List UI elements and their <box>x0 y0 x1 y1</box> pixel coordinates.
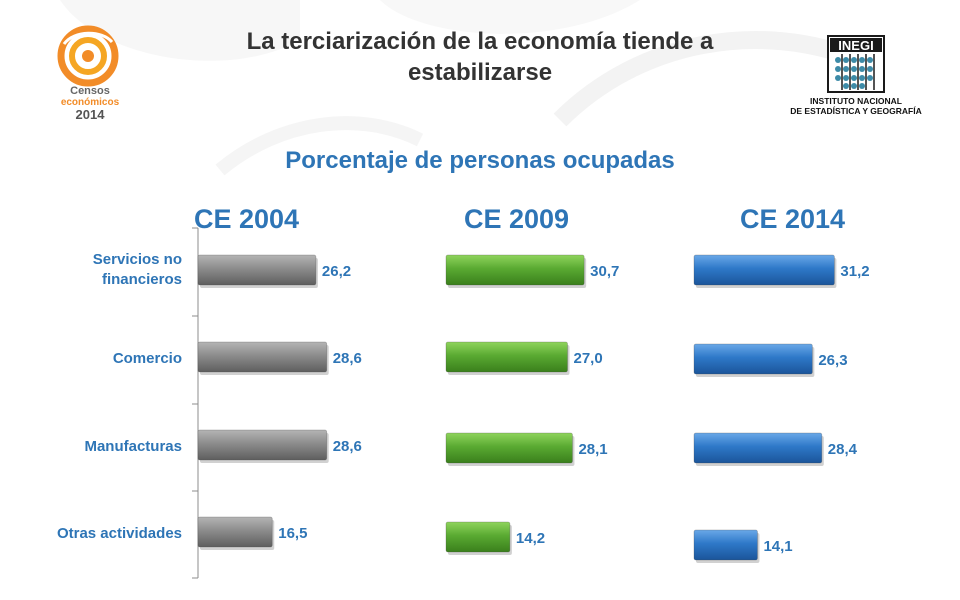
page-title: La terciarización de la economía tiende … <box>200 26 760 88</box>
category-label-servicios: Servicios no financieros <box>93 250 182 290</box>
logo-text-line1: Censos <box>70 85 110 97</box>
bar-ce2009-1 <box>445 341 568 373</box>
chart-title: Porcentaje de personas ocupadas <box>285 147 675 174</box>
category-label-comercio: Comercio <box>112 350 182 367</box>
data-label: 26,2 <box>322 263 351 280</box>
bar-ce2014-3 <box>693 529 758 561</box>
inegi-name-line1: INSTITUTO NACIONAL <box>810 96 902 106</box>
data-label: 28,1 <box>578 441 607 458</box>
data-label: 14,2 <box>516 530 545 547</box>
swirl-logo-icon <box>57 25 119 87</box>
data-label: 28,6 <box>333 350 362 367</box>
bar-ce2009-0 <box>445 254 585 286</box>
data-label: 28,4 <box>828 441 858 458</box>
category-label-otras: Otras actividades <box>56 525 182 542</box>
bar-ce2004-1 <box>197 341 328 373</box>
panel-title-ce2009: CE 2009 <box>464 204 570 234</box>
panel-title-ce2014: CE 2014 <box>740 204 846 234</box>
bar-ce2004-2 <box>197 429 328 461</box>
bar-ce2014-1 <box>693 343 813 375</box>
bar-ce2004-0 <box>197 254 317 286</box>
data-label: 31,2 <box>840 263 869 280</box>
bar-ce2009-3 <box>445 521 511 553</box>
inegi-acronym: INEGI <box>838 38 873 53</box>
logo-text-line2: económicos <box>60 97 120 108</box>
data-label: 28,6 <box>333 438 362 455</box>
page-title-line2: estabilizarse <box>407 59 553 86</box>
data-label: 27,0 <box>574 350 603 367</box>
category-label-manufacturas: Manufacturas <box>84 438 182 455</box>
inegi-emblem-icon: INEGI <box>827 35 885 93</box>
data-label: 26,3 <box>818 352 847 369</box>
data-label: 30,7 <box>590 263 619 280</box>
data-label: 14,1 <box>763 538 792 555</box>
panel-title-ce2004: CE 2004 <box>194 204 300 234</box>
data-label: 16,5 <box>278 525 307 542</box>
page-title-line1: La terciarización de la economía tiende … <box>246 28 714 55</box>
bar-ce2009-2 <box>445 432 573 464</box>
category-label-servicios-line1: Servicios no <box>92 251 182 268</box>
inegi-name-line2: DE ESTADÍSTICA Y GEOGRAFÍA <box>790 106 922 116</box>
bar-ce2004-3 <box>197 516 273 548</box>
inegi-logo: INEGI INSTITUTO NACIONAL DE ESTADÍSTICA … <box>786 32 926 120</box>
bar-ce2014-2 <box>693 432 823 464</box>
logo-text-year: 2014 <box>75 107 105 122</box>
category-label-servicios-line2: financieros <box>101 271 182 288</box>
censos-economicos-logo: Censos económicos 2014 <box>48 24 132 122</box>
bar-ce2014-0 <box>693 254 835 286</box>
